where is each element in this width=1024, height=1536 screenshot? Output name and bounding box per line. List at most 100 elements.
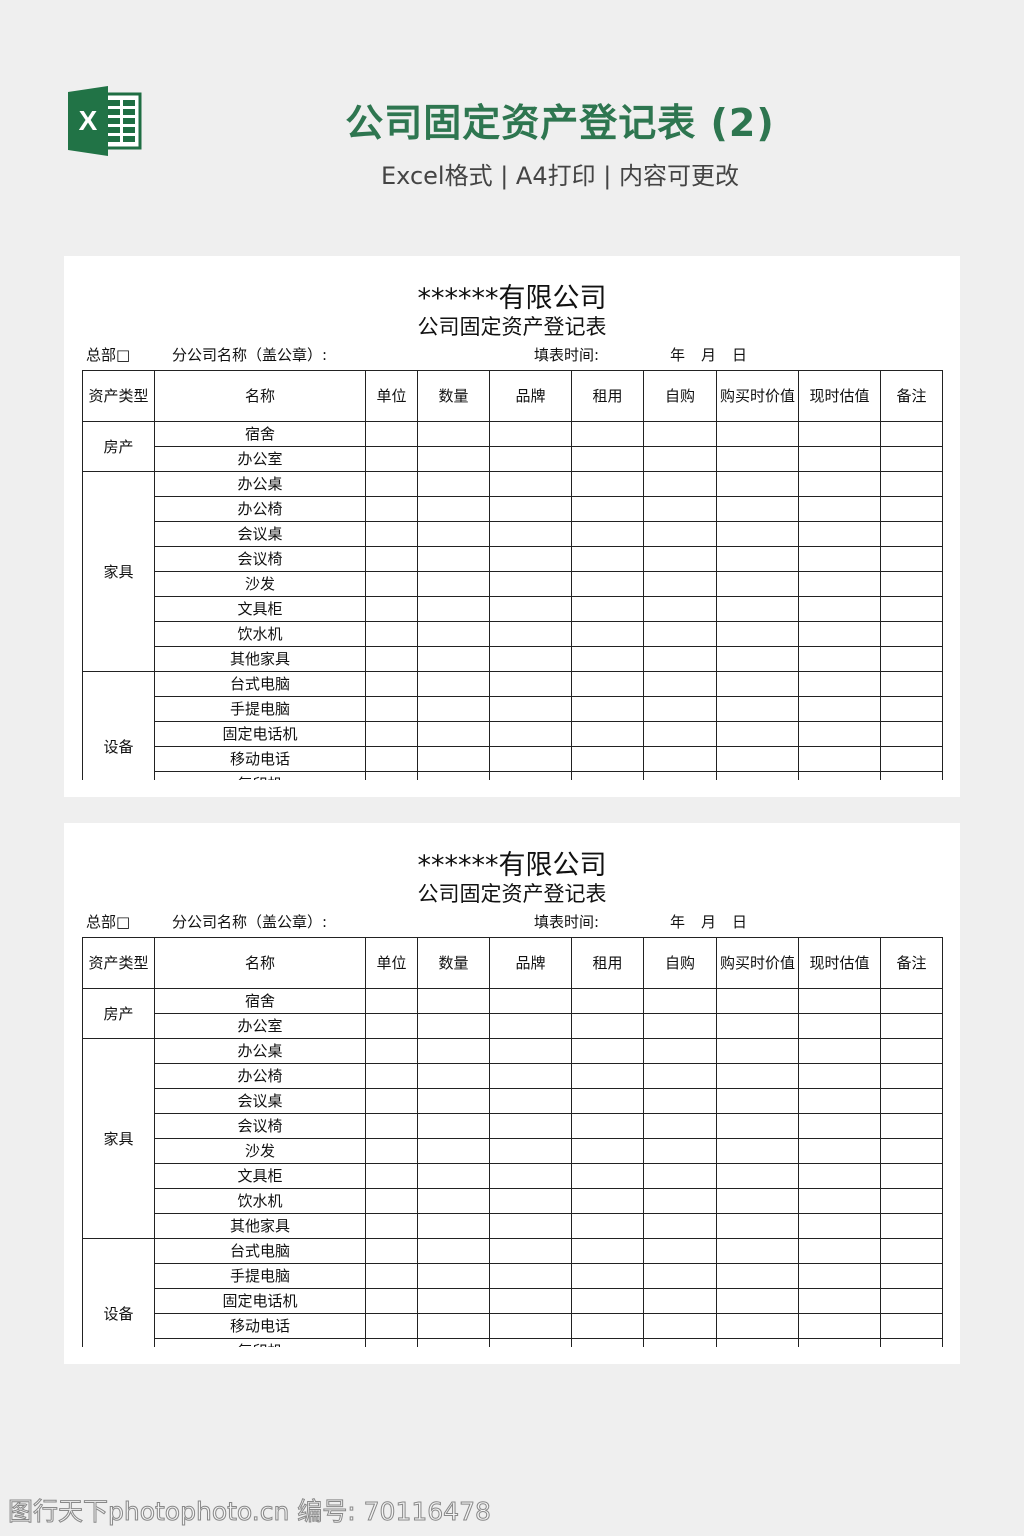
empty-cell[interactable] — [716, 646, 799, 672]
empty-cell[interactable] — [643, 1263, 717, 1289]
empty-cell[interactable] — [716, 621, 799, 647]
empty-cell[interactable] — [880, 1238, 943, 1264]
empty-cell[interactable] — [643, 1288, 717, 1314]
empty-cell[interactable] — [417, 1263, 490, 1289]
empty-cell[interactable] — [643, 988, 717, 1014]
empty-cell[interactable] — [643, 771, 717, 780]
empty-cell[interactable] — [417, 1188, 490, 1214]
empty-cell[interactable] — [365, 1188, 418, 1214]
empty-cell[interactable] — [365, 1113, 418, 1139]
empty-cell[interactable] — [716, 496, 799, 522]
empty-cell[interactable] — [571, 1288, 644, 1314]
empty-cell[interactable] — [365, 1213, 418, 1239]
empty-cell[interactable] — [417, 1013, 490, 1039]
empty-cell[interactable] — [643, 421, 717, 447]
empty-cell[interactable] — [798, 621, 881, 647]
empty-cell[interactable] — [489, 646, 572, 672]
empty-cell[interactable] — [643, 1163, 717, 1189]
empty-cell[interactable] — [365, 1288, 418, 1314]
empty-cell[interactable] — [489, 1238, 572, 1264]
empty-cell[interactable] — [798, 1238, 881, 1264]
empty-cell[interactable] — [643, 596, 717, 622]
empty-cell[interactable] — [716, 1213, 799, 1239]
empty-cell[interactable] — [716, 1063, 799, 1089]
empty-cell[interactable] — [417, 1213, 490, 1239]
empty-cell[interactable] — [798, 1138, 881, 1164]
empty-cell[interactable] — [489, 988, 572, 1014]
empty-cell[interactable] — [571, 521, 644, 547]
empty-cell[interactable] — [365, 496, 418, 522]
empty-cell[interactable] — [643, 1338, 717, 1347]
empty-cell[interactable] — [716, 1188, 799, 1214]
empty-cell[interactable] — [716, 1138, 799, 1164]
empty-cell[interactable] — [489, 1338, 572, 1347]
empty-cell[interactable] — [643, 646, 717, 672]
empty-cell[interactable] — [716, 1313, 799, 1339]
empty-cell[interactable] — [798, 1188, 881, 1214]
empty-cell[interactable] — [880, 1163, 943, 1189]
empty-cell[interactable] — [798, 1288, 881, 1314]
empty-cell[interactable] — [798, 1038, 881, 1064]
empty-cell[interactable] — [798, 646, 881, 672]
empty-cell[interactable] — [716, 571, 799, 597]
empty-cell[interactable] — [880, 1188, 943, 1214]
empty-cell[interactable] — [880, 1213, 943, 1239]
empty-cell[interactable] — [716, 446, 799, 472]
empty-cell[interactable] — [716, 671, 799, 697]
empty-cell[interactable] — [716, 521, 799, 547]
empty-cell[interactable] — [365, 721, 418, 747]
empty-cell[interactable] — [798, 446, 881, 472]
empty-cell[interactable] — [417, 1338, 490, 1347]
empty-cell[interactable] — [798, 671, 881, 697]
empty-cell[interactable] — [880, 421, 943, 447]
empty-cell[interactable] — [716, 1088, 799, 1114]
empty-cell[interactable] — [571, 421, 644, 447]
empty-cell[interactable] — [365, 1038, 418, 1064]
empty-cell[interactable] — [417, 471, 490, 497]
empty-cell[interactable] — [489, 1313, 572, 1339]
empty-cell[interactable] — [365, 746, 418, 772]
empty-cell[interactable] — [571, 621, 644, 647]
empty-cell[interactable] — [880, 988, 943, 1014]
empty-cell[interactable] — [643, 1063, 717, 1089]
empty-cell[interactable] — [365, 771, 418, 780]
empty-cell[interactable] — [880, 571, 943, 597]
empty-cell[interactable] — [365, 646, 418, 672]
empty-cell[interactable] — [880, 1288, 943, 1314]
empty-cell[interactable] — [880, 596, 943, 622]
empty-cell[interactable] — [571, 446, 644, 472]
empty-cell[interactable] — [716, 696, 799, 722]
empty-cell[interactable] — [643, 546, 717, 572]
empty-cell[interactable] — [489, 1163, 572, 1189]
empty-cell[interactable] — [880, 771, 943, 780]
empty-cell[interactable] — [643, 1188, 717, 1214]
empty-cell[interactable] — [571, 496, 644, 522]
empty-cell[interactable] — [571, 1238, 644, 1264]
empty-cell[interactable] — [798, 721, 881, 747]
empty-cell[interactable] — [417, 546, 490, 572]
empty-cell[interactable] — [489, 1213, 572, 1239]
empty-cell[interactable] — [798, 1063, 881, 1089]
empty-cell[interactable] — [365, 596, 418, 622]
empty-cell[interactable] — [489, 571, 572, 597]
empty-cell[interactable] — [489, 521, 572, 547]
empty-cell[interactable] — [880, 1313, 943, 1339]
empty-cell[interactable] — [798, 1163, 881, 1189]
empty-cell[interactable] — [489, 446, 572, 472]
empty-cell[interactable] — [365, 1063, 418, 1089]
empty-cell[interactable] — [643, 1088, 717, 1114]
empty-cell[interactable] — [417, 1313, 490, 1339]
empty-cell[interactable] — [798, 746, 881, 772]
empty-cell[interactable] — [489, 696, 572, 722]
empty-cell[interactable] — [798, 421, 881, 447]
empty-cell[interactable] — [417, 1063, 490, 1089]
empty-cell[interactable] — [365, 1313, 418, 1339]
empty-cell[interactable] — [417, 646, 490, 672]
empty-cell[interactable] — [880, 546, 943, 572]
empty-cell[interactable] — [643, 446, 717, 472]
empty-cell[interactable] — [489, 1063, 572, 1089]
empty-cell[interactable] — [880, 1063, 943, 1089]
empty-cell[interactable] — [417, 421, 490, 447]
empty-cell[interactable] — [571, 1338, 644, 1347]
empty-cell[interactable] — [643, 1038, 717, 1064]
